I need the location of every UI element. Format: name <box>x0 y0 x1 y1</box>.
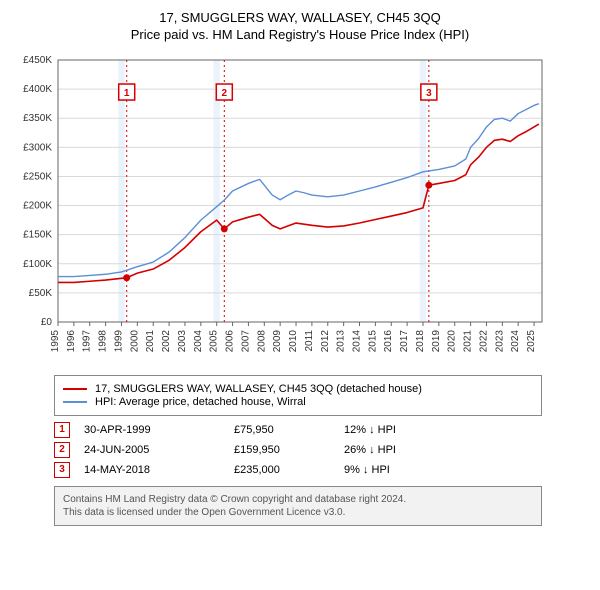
svg-text:£150K: £150K <box>23 230 52 241</box>
svg-text:2023: 2023 <box>494 330 505 353</box>
svg-text:2022: 2022 <box>478 330 489 353</box>
svg-text:2: 2 <box>222 88 228 99</box>
event-price: £235,000 <box>234 464 344 476</box>
footer-line: Contains HM Land Registry data © Crown c… <box>63 493 533 506</box>
event-price: £75,950 <box>234 424 344 436</box>
legend-item: 17, SMUGGLERS WAY, WALLASEY, CH45 3QQ (d… <box>63 383 533 395</box>
svg-text:£350K: £350K <box>23 113 52 124</box>
svg-text:2021: 2021 <box>463 330 474 353</box>
svg-text:2001: 2001 <box>145 330 156 353</box>
svg-text:2008: 2008 <box>256 330 267 353</box>
svg-text:1996: 1996 <box>66 330 77 353</box>
svg-text:2004: 2004 <box>193 330 204 353</box>
svg-text:2017: 2017 <box>399 330 410 353</box>
svg-text:2007: 2007 <box>240 330 251 353</box>
svg-text:£50K: £50K <box>29 288 53 299</box>
svg-text:1999: 1999 <box>113 330 124 353</box>
event-delta: 12% ↓ HPI <box>344 424 542 436</box>
svg-text:2005: 2005 <box>209 330 220 353</box>
events-table: 1 30-APR-1999£75,95012% ↓ HPI 2 24-JUN-2005… <box>54 422 542 478</box>
svg-text:2009: 2009 <box>272 330 283 353</box>
legend: 17, SMUGGLERS WAY, WALLASEY, CH45 3QQ (d… <box>54 375 542 416</box>
chart-plot-area: £0 £50K £100K £150K £200K £250K £300K £350K £400… <box>10 52 590 367</box>
event-date: 30-APR-1999 <box>84 424 234 436</box>
svg-text:1995: 1995 <box>50 330 61 353</box>
legend-item: HPI: Average price, detached house, Wirr… <box>63 396 533 408</box>
svg-text:£300K: £300K <box>23 142 52 153</box>
svg-text:3: 3 <box>426 88 432 99</box>
svg-text:2015: 2015 <box>367 330 378 353</box>
event-delta: 9% ↓ HPI <box>344 464 542 476</box>
svg-text:2020: 2020 <box>447 330 458 353</box>
svg-text:£200K: £200K <box>23 201 52 212</box>
svg-text:2012: 2012 <box>320 330 331 353</box>
event-delta: 26% ↓ HPI <box>344 444 542 456</box>
legend-label: 17, SMUGGLERS WAY, WALLASEY, CH45 3QQ (d… <box>95 383 422 395</box>
event-row: 1 30-APR-1999£75,95012% ↓ HPI <box>54 422 542 438</box>
event-row: 3 14-MAY-2018£235,0009% ↓ HPI <box>54 462 542 478</box>
svg-text:1997: 1997 <box>82 330 93 353</box>
svg-text:2003: 2003 <box>177 330 188 353</box>
svg-text:£0: £0 <box>41 317 53 328</box>
event-price: £159,950 <box>234 444 344 456</box>
svg-text:£450K: £450K <box>23 55 52 66</box>
legend-swatch <box>63 388 87 390</box>
line-chart-svg: £0 £50K £100K £150K £200K £250K £300K £350K £400… <box>10 52 550 362</box>
svg-text:2014: 2014 <box>352 330 363 353</box>
svg-text:2002: 2002 <box>161 330 172 353</box>
event-row: 2 24-JUN-2005£159,95026% ↓ HPI <box>54 442 542 458</box>
svg-text:2013: 2013 <box>336 330 347 353</box>
chart-container: 17, SMUGGLERS WAY, WALLASEY, CH45 3QQ Pr… <box>0 0 600 536</box>
event-marker-icon: 1 <box>54 422 70 438</box>
svg-text:2016: 2016 <box>383 330 394 353</box>
legend-label: HPI: Average price, detached house, Wirr… <box>95 396 306 408</box>
svg-text:2018: 2018 <box>415 330 426 353</box>
footer-line: This data is licensed under the Open Gov… <box>63 506 533 519</box>
svg-text:2000: 2000 <box>129 330 140 353</box>
svg-text:£100K: £100K <box>23 259 52 270</box>
svg-text:1998: 1998 <box>98 330 109 353</box>
svg-text:2006: 2006 <box>225 330 236 353</box>
svg-text:1: 1 <box>124 88 130 99</box>
svg-text:2010: 2010 <box>288 330 299 353</box>
legend-swatch <box>63 401 87 403</box>
svg-text:2025: 2025 <box>526 330 537 353</box>
svg-text:2011: 2011 <box>304 330 315 352</box>
event-date: 24-JUN-2005 <box>84 444 234 456</box>
chart-subtitle: Price paid vs. HM Land Registry's House … <box>10 27 590 42</box>
svg-text:2019: 2019 <box>431 330 442 353</box>
event-marker-icon: 2 <box>54 442 70 458</box>
svg-text:2024: 2024 <box>510 330 521 353</box>
svg-text:£250K: £250K <box>23 171 52 182</box>
chart-title: 17, SMUGGLERS WAY, WALLASEY, CH45 3QQ <box>10 10 590 25</box>
event-marker-icon: 3 <box>54 462 70 478</box>
event-date: 14-MAY-2018 <box>84 464 234 476</box>
attribution-footer: Contains HM Land Registry data © Crown c… <box>54 486 542 526</box>
svg-text:£400K: £400K <box>23 84 52 95</box>
